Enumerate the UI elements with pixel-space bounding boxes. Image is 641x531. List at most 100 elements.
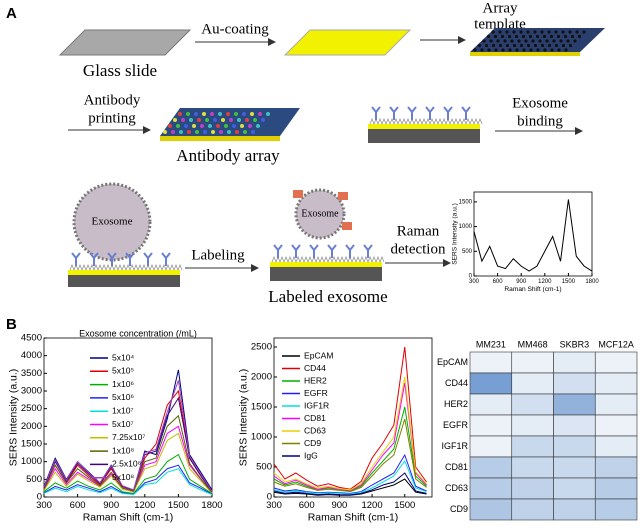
array-spot (570, 34, 575, 39)
array-spot (519, 30, 523, 34)
antibody-spot (235, 130, 239, 134)
linker (457, 118, 463, 125)
spectrum-line (273, 406, 427, 492)
linker (93, 264, 99, 271)
linker (279, 256, 285, 263)
linker (421, 118, 427, 125)
exosome-label: Exosome (301, 208, 339, 219)
x-tick-label: 300 (469, 279, 480, 285)
heat-cell (469, 351, 513, 374)
array-spot (550, 48, 554, 52)
heat-cell (553, 393, 596, 416)
linker (113, 264, 119, 271)
step-label: Au-coating (201, 21, 269, 37)
array-spot (501, 48, 505, 52)
antibody-spot (168, 124, 172, 128)
x-tick-label: 1500 (562, 279, 576, 285)
linker (319, 256, 325, 263)
exosome-label: Exosome (92, 216, 133, 228)
linker (465, 118, 471, 125)
linker (157, 264, 163, 271)
x-tick-label: 300 (36, 500, 52, 511)
array-spot (494, 48, 498, 52)
spectrum-line (473, 199, 593, 272)
heat-cell (469, 456, 513, 479)
antibody-spot (224, 124, 228, 128)
array-spot (512, 43, 517, 48)
antibody-spot (256, 124, 260, 128)
heat-cell (469, 435, 513, 458)
antibody (327, 244, 337, 258)
array-spot (505, 30, 509, 34)
y-tick-label: 3000 (21, 386, 42, 397)
linker (343, 256, 349, 263)
antibody-spot (197, 118, 201, 122)
antibody-spot (173, 118, 177, 122)
linker (105, 264, 111, 271)
step-label: Antibody (84, 92, 141, 108)
heat-cell (511, 435, 554, 458)
heat-cell (594, 372, 638, 395)
x-axis-label: Raman Shift (cm-1) (308, 513, 398, 524)
legend-label: 2.5x10⁸ (112, 459, 142, 469)
heat-cell (511, 351, 554, 374)
antibody (143, 252, 153, 266)
legend-label: 1x10⁶ (112, 379, 135, 389)
array-spot (477, 43, 482, 48)
linker (389, 118, 395, 125)
spectrum-line (273, 472, 427, 496)
array-spot (564, 48, 568, 52)
array-spot (526, 43, 531, 48)
antibody-spot (226, 112, 230, 116)
y-tick-label: 1500 (459, 199, 473, 205)
array-spot (545, 39, 549, 43)
antibody (345, 244, 355, 258)
array-spot (486, 34, 491, 39)
column-label: MM468 (518, 339, 548, 349)
linker (379, 256, 385, 263)
antibody (273, 244, 283, 258)
antibody-spot (210, 112, 214, 116)
heat-cell (469, 393, 513, 416)
array-spot (517, 39, 521, 43)
line-chart: 300 600 900 1200 1500 1800 0 500 1000 1500 2000 250… (8, 328, 222, 523)
antibody-spot (221, 118, 225, 122)
array-spot (559, 39, 563, 43)
array-spot (554, 43, 559, 48)
y-axis-label: SERS Intensity (a.u.) (8, 369, 19, 466)
array-spot (561, 30, 565, 34)
step-label: Raman (397, 223, 440, 239)
heat-cell (511, 456, 554, 479)
antibody-spot (261, 118, 265, 122)
x-tick-label: 1200 (361, 500, 382, 511)
plot-frame (473, 191, 593, 277)
legend-label: EGFR (304, 388, 328, 398)
legend-label: 5x10⁷ (112, 419, 134, 429)
x-tick-label: 1500 (168, 500, 189, 511)
heat-cell (594, 393, 638, 416)
row-label: HER2 (444, 399, 468, 409)
antibody (89, 252, 99, 266)
gold-layer (68, 270, 180, 275)
spectrum-line (43, 468, 213, 496)
heat-cell (553, 477, 596, 500)
linker (323, 256, 329, 263)
antibody-spot (232, 124, 236, 128)
spectrum-line (273, 418, 427, 493)
y-tick-label: 500 (26, 474, 42, 485)
antibody-spot (163, 130, 167, 134)
array-spot (507, 34, 512, 39)
array-spot (543, 48, 547, 52)
heat-cell (594, 477, 638, 500)
linker (335, 256, 341, 263)
array-spot (533, 30, 537, 34)
antibody (443, 106, 453, 120)
array-spot (557, 48, 561, 52)
antibody-spot (245, 118, 249, 122)
linker (393, 118, 399, 125)
linker (401, 118, 407, 125)
linker (327, 256, 333, 263)
y-tick-label: 2500 (21, 403, 42, 414)
array-spot (484, 43, 489, 48)
